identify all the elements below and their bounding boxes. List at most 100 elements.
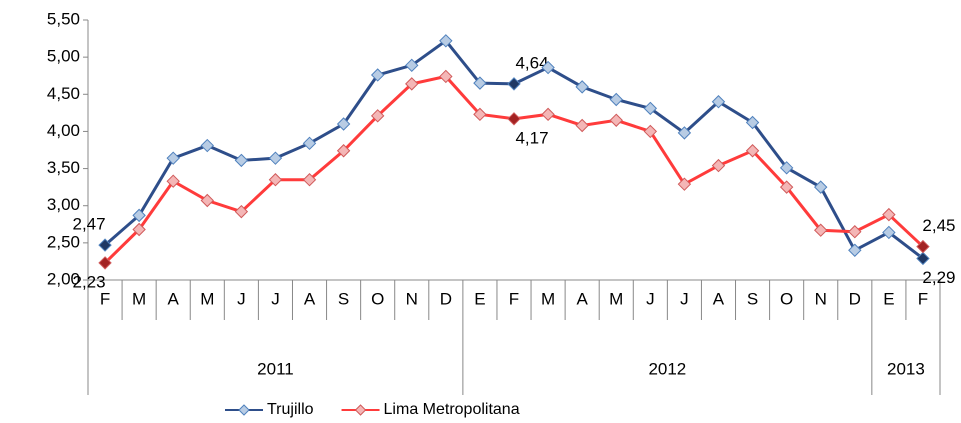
marker [643,124,658,139]
x-tick-label: F [918,289,928,308]
marker [609,113,623,127]
y-tick-label: 3,00 [47,195,80,214]
marker [439,69,453,84]
y-tick-label: 5,00 [47,47,80,66]
marker [507,77,521,91]
marker [711,95,726,109]
year-label: 2012 [648,359,686,378]
marker [916,251,930,266]
marker [200,193,214,208]
x-tick-label: A [304,289,316,308]
marker [541,107,555,122]
marker [575,118,589,133]
x-tick-label: J [237,289,246,308]
series-line [103,74,924,264]
year-label: 2013 [887,359,925,378]
y-tick-label: 4,00 [47,121,80,140]
data-label: 2,47 [72,215,105,234]
marker [166,151,180,165]
marker [609,92,623,107]
marker [507,112,521,126]
marker [268,173,283,187]
x-tick-label: M [541,289,555,308]
marker [132,222,146,237]
marker [779,180,794,194]
x-tick-label: A [713,289,725,308]
data-label: 4,17 [515,128,548,147]
x-tick-label: O [780,289,793,308]
marker [439,34,453,48]
marker [848,225,862,239]
marker [677,177,692,191]
marker [814,223,828,237]
marker [745,115,760,130]
marker [677,126,692,140]
marker [711,158,726,173]
marker [200,138,214,153]
marker [473,107,487,122]
marker [336,117,351,131]
marker [370,109,385,123]
marker [541,60,555,75]
series-line [104,38,924,260]
legend-label: Lima Metropolitana [384,401,520,418]
x-tick-label: N [815,289,827,308]
x-tick-label: S [338,289,349,308]
x-tick-label: J [271,289,280,308]
x-tick-label: M [200,289,214,308]
marker [336,144,351,158]
x-tick-label: E [474,289,485,308]
marker [814,180,828,194]
marker [234,153,249,168]
data-label: 2,23 [72,272,105,291]
x-tick-label: M [132,289,146,308]
x-tick-label: D [849,289,861,308]
data-label: 2,29 [922,268,955,287]
marker [405,77,419,91]
marker [916,239,930,254]
marker [745,144,760,158]
marker [882,207,896,222]
marker [166,174,180,188]
marker [575,80,589,94]
x-tick-label: J [646,289,655,308]
marker [370,68,385,82]
legend-label: Trujillo [267,401,314,418]
x-tick-label: A [168,289,180,308]
y-tick-label: 4,50 [47,84,80,103]
x-tick-label: D [440,289,452,308]
x-tick-label: F [509,289,519,308]
y-tick-label: 2,50 [47,232,80,251]
marker [302,173,317,187]
marker [473,76,487,90]
x-tick-label: N [406,289,418,308]
marker [848,243,862,257]
marker [882,225,896,240]
x-tick-label: E [883,289,894,308]
marker [302,136,317,151]
x-tick-label: O [371,289,384,308]
marker [643,101,658,116]
marker [779,161,794,175]
y-tick-label: 3,50 [47,158,80,177]
x-tick-label: S [747,289,758,308]
marker [234,204,249,219]
y-tick-label: 5,50 [47,9,80,28]
marker [405,58,419,73]
data-label: 4,64 [515,53,548,72]
x-tick-label: J [680,289,689,308]
year-label: 2011 [257,359,294,378]
x-tick-label: A [576,289,588,308]
x-tick-label: M [609,289,623,308]
legend-marker [354,404,367,416]
marker [132,208,146,223]
data-label: 2,45 [922,216,955,235]
legend-marker [238,404,250,416]
marker [98,256,112,270]
x-tick-label: F [100,289,110,308]
marker [98,238,112,252]
marker [268,151,283,165]
y-tick-label: 2,00 [47,269,80,288]
